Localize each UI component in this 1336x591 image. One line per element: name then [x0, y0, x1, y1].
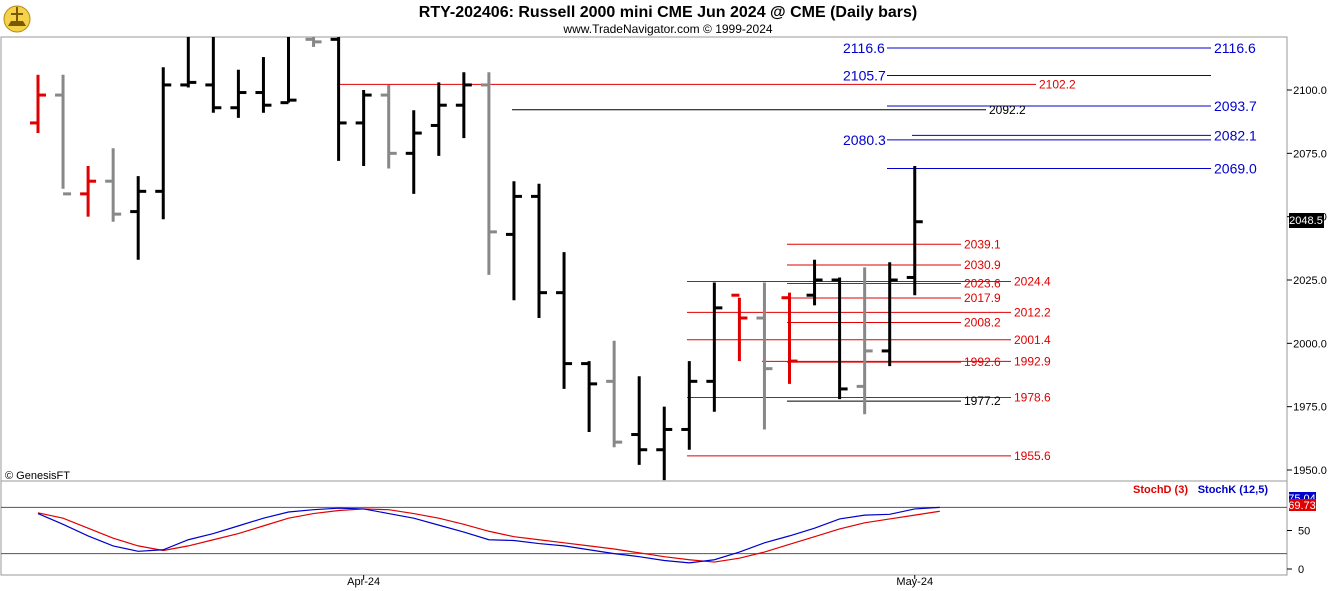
level-label-right: 1955.6: [1014, 449, 1051, 463]
level-label-right: 1977.2: [964, 394, 1001, 408]
stoch-tick-label: 0: [1298, 564, 1304, 576]
stoch-d-badge-bg: [1289, 499, 1316, 511]
ohlc-bars: [30, 37, 923, 481]
ohlc-bar: [355, 90, 372, 166]
ohlc-bar: [556, 252, 573, 389]
time-tick-label: May-24: [896, 576, 933, 588]
stoch-tick-label: 50: [1298, 526, 1310, 538]
ohlc-bar: [831, 277, 848, 400]
level-label-right: 2001.4: [1014, 333, 1051, 347]
ohlc-bar: [280, 37, 297, 105]
ohlc-bar: [180, 37, 197, 88]
level-label-right: 2092.2: [989, 103, 1026, 117]
stoch-d-line: [37, 508, 940, 563]
ohlc-bar: [505, 181, 522, 301]
genesis-logo-icon: [3, 5, 31, 33]
ohlc-bar: [706, 282, 723, 412]
level-label-right: 2039.1: [964, 237, 1001, 251]
price-tick-label: 1975.0: [1293, 402, 1327, 414]
chart-subtitle: www.TradeNavigator.com © 1999-2024: [562, 22, 772, 36]
ohlc-bar: [856, 267, 873, 415]
level-label-right: 2008.2: [964, 316, 1001, 330]
ohlc-bar: [581, 361, 598, 432]
ohlc-bar: [606, 340, 623, 448]
ohlc-bar: [781, 292, 798, 384]
ohlc-bar: [205, 37, 222, 113]
ohlc-bar: [305, 37, 322, 47]
ohlc-bar: [55, 74, 72, 196]
ohlc-bar: [455, 72, 472, 139]
ohlc-bar: [105, 148, 122, 222]
stoch-lines: [1, 506, 1287, 564]
last-price-badge: 2048.5: [1289, 213, 1324, 228]
level-lines: 2116.6 2116.6 2105.7 2102.2 2093.7 2092.2 2082…: [337, 40, 1257, 463]
level-label-left: 2105.7: [843, 68, 886, 84]
ohlc-bar: [756, 282, 773, 430]
level-label-right: 1992.6: [964, 355, 1001, 369]
stoch-d-legend: StochD (3): [1133, 484, 1188, 496]
price-tick-label: 1950.0: [1293, 465, 1327, 477]
credit-label: © GenesisFT: [5, 470, 70, 482]
last-price-label: 2048.5: [1289, 215, 1323, 227]
ohlc-bar: [330, 37, 347, 161]
ohlc-bar: [531, 183, 547, 318]
level-label-right: 2024.4: [1014, 275, 1051, 289]
ohlc-bar: [731, 293, 748, 362]
price-tick-label: 2100.0: [1293, 85, 1327, 97]
level-label-right: 2017.9: [964, 291, 1001, 305]
ohlc-bar: [155, 67, 172, 220]
level-label-right: 1992.9: [1014, 354, 1051, 368]
ohlc-bar: [681, 361, 698, 450]
stoch-d-badge: 69.73: [1288, 499, 1316, 512]
stoch-k-line: [37, 506, 940, 564]
level-label-right: 2093.7: [1214, 98, 1257, 114]
time-axis: Apr-24 May-24: [347, 575, 933, 588]
ohlc-bar: [906, 166, 923, 296]
ohlc-bar: [80, 166, 97, 217]
ohlc-bar: [405, 110, 422, 194]
level-label-right: 2030.9: [964, 258, 1001, 272]
level-label-right: 2069.0: [1214, 161, 1257, 177]
ohlc-bar: [881, 262, 898, 367]
ohlc-bar: [806, 259, 823, 306]
time-tick-label: Apr-24: [347, 576, 380, 588]
ohlc-bar: [130, 176, 147, 260]
ohlc-bar: [255, 57, 272, 113]
level-label-left: 2116.6: [843, 40, 885, 56]
ohlc-bar: [430, 82, 447, 156]
ohlc-bar: [631, 376, 648, 465]
ohlc-bar: [656, 406, 673, 481]
level-label-right: 2102.2: [1039, 77, 1076, 91]
stoch-k-legend: StochK (12,5): [1198, 484, 1269, 496]
price-tick-label: 2075.0: [1293, 148, 1327, 160]
ohlc-bar: [230, 69, 247, 118]
stoch-axis: 50075.0469.73: [1287, 492, 1316, 576]
level-label-right: 1978.6: [1014, 391, 1051, 405]
ohlc-bar: [480, 72, 497, 275]
level-label-left: 2080.3: [843, 132, 886, 148]
stoch-d-value: 69.73: [1288, 500, 1316, 512]
price-tick-label: 2025.0: [1293, 275, 1327, 287]
level-label-right: 2116.6: [1214, 40, 1256, 56]
chart-title: RTY-202406: Russell 2000 mini CME Jun 20…: [419, 4, 917, 21]
level-label-right: 2012.2: [1014, 305, 1051, 319]
price-tick-label: 2000.0: [1293, 338, 1327, 350]
level-label-right: 2082.1: [1214, 127, 1257, 143]
ohlc-bar: [30, 74, 46, 134]
level-label-right: 2023.6: [964, 277, 1001, 291]
ohlc-bar: [380, 84, 397, 169]
